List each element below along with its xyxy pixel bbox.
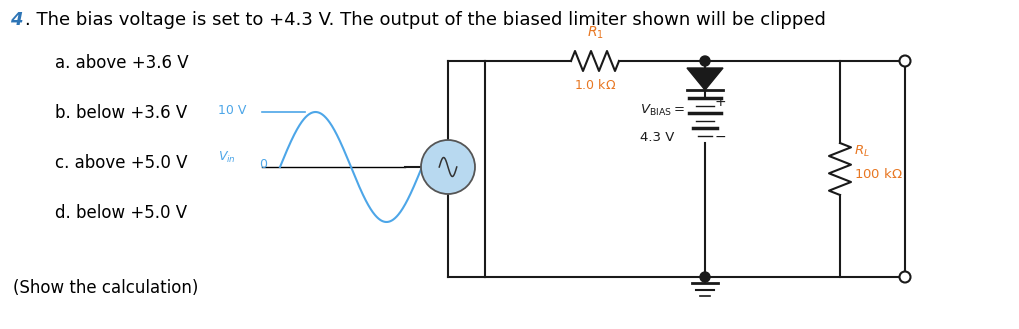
Text: d. below +5.0 V: d. below +5.0 V — [55, 204, 187, 222]
Text: (Show the calculation): (Show the calculation) — [13, 279, 199, 297]
Circle shape — [700, 272, 710, 282]
Text: $R_L$: $R_L$ — [854, 143, 870, 159]
Text: 0: 0 — [259, 159, 267, 171]
Text: $V_{in}$: $V_{in}$ — [218, 149, 236, 164]
Text: −: − — [715, 130, 727, 144]
Text: a. above +3.6 V: a. above +3.6 V — [55, 54, 189, 72]
Text: 4: 4 — [10, 11, 22, 29]
Circle shape — [421, 140, 475, 194]
Text: . The bias voltage is set to +4.3 V. The output of the biased limiter shown will: . The bias voltage is set to +4.3 V. The… — [25, 11, 825, 29]
Text: $V_{\mathrm{BIAS}}=$: $V_{\mathrm{BIAS}}=$ — [640, 103, 685, 118]
Polygon shape — [687, 68, 723, 90]
Text: b. below +3.6 V: b. below +3.6 V — [55, 104, 187, 122]
Text: 4.3 V: 4.3 V — [640, 131, 675, 144]
Text: $R_1$: $R_1$ — [587, 25, 603, 41]
Text: +: + — [715, 95, 727, 109]
Text: 1.0 k$\Omega$: 1.0 k$\Omega$ — [574, 78, 616, 92]
Circle shape — [900, 56, 911, 66]
Circle shape — [900, 271, 911, 283]
Text: c. above +5.0 V: c. above +5.0 V — [55, 154, 187, 172]
Text: 10 V: 10 V — [218, 104, 247, 116]
Circle shape — [700, 56, 710, 66]
Text: 100 k$\Omega$: 100 k$\Omega$ — [854, 167, 903, 181]
